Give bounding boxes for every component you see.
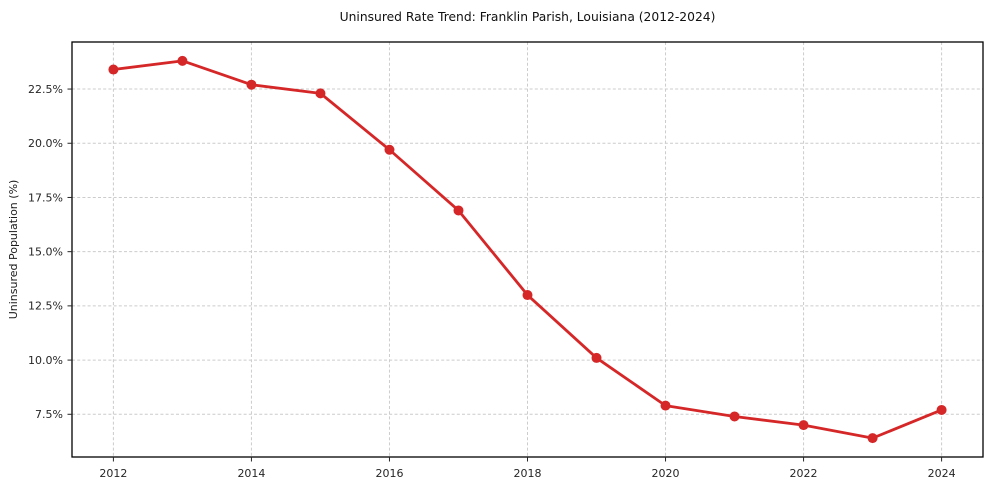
data-point <box>591 352 602 363</box>
chart-title: Uninsured Rate Trend: Franklin Parish, L… <box>340 10 716 24</box>
data-series <box>108 55 947 444</box>
data-point <box>936 404 947 415</box>
axis-ticks <box>67 88 943 462</box>
x-tick-label: 2014 <box>237 467 265 480</box>
data-point <box>660 400 671 411</box>
y-tick-label: 20.0% <box>28 137 63 150</box>
y-tick-label: 15.0% <box>28 245 63 258</box>
y-tick-label: 22.5% <box>28 83 63 96</box>
axes-frame <box>71 41 984 458</box>
y-tick-label: 10.0% <box>28 354 63 367</box>
data-point <box>108 64 119 75</box>
y-tick-label: 12.5% <box>28 300 63 313</box>
axis-tick-labels: 2012 2014 2016 2018 2020 2022 2024 7.5% 10.0% 12.… <box>28 83 956 480</box>
data-point <box>177 55 188 66</box>
x-tick-label: 2022 <box>790 467 818 480</box>
data-point <box>522 290 533 301</box>
y-axis-label: Uninsured Population (%) <box>7 180 20 320</box>
data-point <box>384 144 395 155</box>
data-point <box>729 411 740 422</box>
y-tick-label: 17.5% <box>28 191 63 204</box>
plot-frame <box>71 41 984 458</box>
x-tick-label: 2018 <box>514 467 542 480</box>
data-point <box>246 79 257 90</box>
x-tick-label: 2024 <box>928 467 956 480</box>
x-tick-label: 2020 <box>652 467 680 480</box>
x-tick-label: 2012 <box>99 467 127 480</box>
data-point <box>315 88 326 99</box>
data-point <box>453 205 464 216</box>
data-point <box>798 420 809 431</box>
gridlines <box>72 42 983 457</box>
data-point <box>867 433 878 444</box>
y-tick-label: 7.5% <box>35 408 63 421</box>
x-tick-label: 2016 <box>375 467 403 480</box>
